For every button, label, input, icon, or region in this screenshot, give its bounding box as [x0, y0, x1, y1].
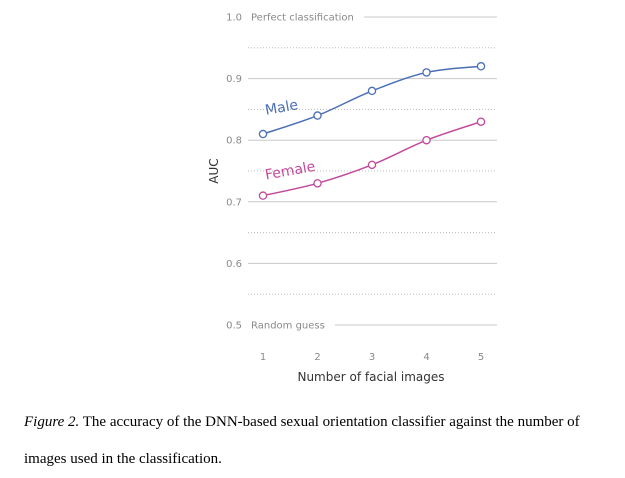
x-axis-title: Number of facial images	[297, 370, 444, 384]
data-point-female	[476, 117, 486, 126]
data-point-female	[258, 191, 268, 200]
reference-line-label: Perfect classification	[251, 13, 354, 24]
y-tick-label: 1.0	[226, 13, 242, 24]
data-point-male	[476, 62, 486, 71]
auc-line-chart: Random guess 0.5 0.6 0.7 0.8 0.9 Perfect class…	[207, 13, 497, 384]
x-tick-label: 3	[369, 352, 375, 363]
series-label-female: Female	[264, 159, 317, 184]
y-tick-label: 0.9	[226, 74, 242, 85]
series-label-male: Male	[264, 97, 299, 119]
y-tick-label: 0.5	[226, 321, 242, 332]
data-point-female	[313, 179, 322, 188]
figure-label: Figure 2.	[24, 414, 80, 430]
y-tick-label: 0.6	[226, 259, 242, 270]
data-point-male	[258, 129, 268, 139]
series-line-female	[262, 121, 482, 197]
data-point-male	[367, 86, 377, 96]
x-tick-label: 5	[478, 352, 484, 363]
y-axis-title: AUC	[207, 158, 221, 183]
data-point-male	[422, 68, 431, 77]
caption-text: The accuracy of the DNN-based sexual ori…	[24, 414, 580, 467]
reference-line-label: Random guess	[251, 321, 325, 332]
y-tick-label: 0.7	[226, 197, 242, 208]
x-tick-label: 2	[314, 352, 320, 363]
figure-caption: Figure 2. The accuracy of the DNN-based …	[24, 404, 614, 478]
data-point-female	[422, 135, 431, 145]
chart: Random guess 0.5 0.6 0.7 0.8 0.9 Perfect class…	[207, 13, 497, 384]
x-tick-label: 1	[260, 352, 266, 363]
y-tick-label: 0.8	[226, 136, 242, 147]
data-point-male	[313, 111, 322, 120]
x-tick-label: 4	[423, 352, 429, 363]
data-point-female	[367, 160, 377, 170]
